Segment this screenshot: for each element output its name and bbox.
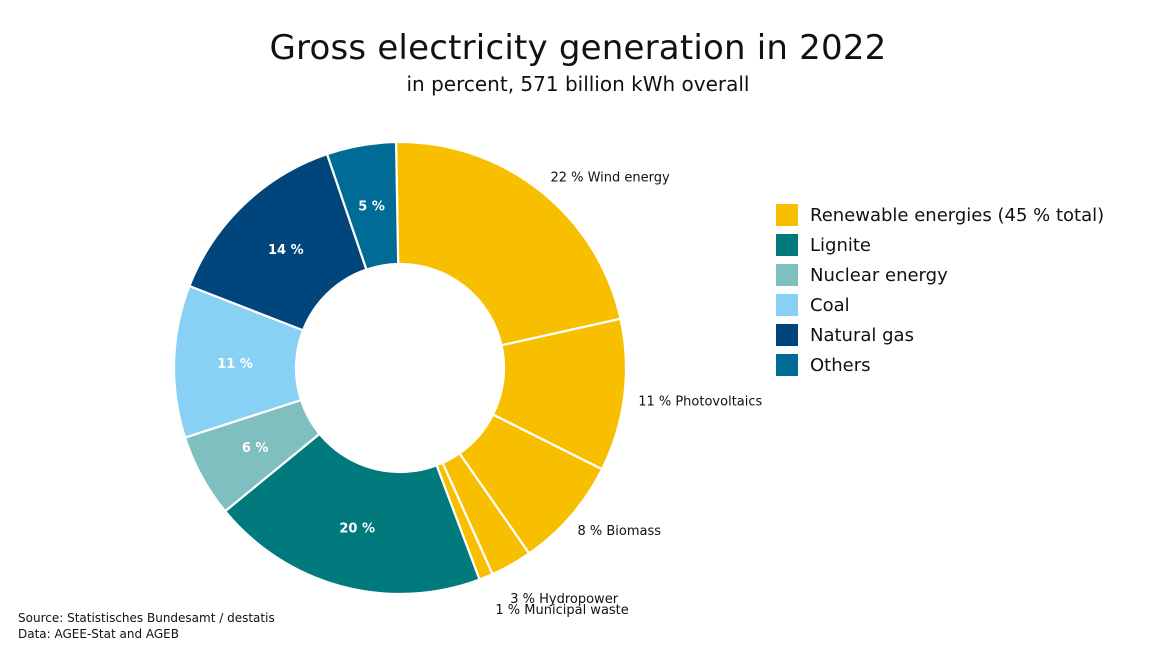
- legend-item-natural-gas: Natural gas: [776, 320, 1136, 350]
- legend-swatch-nuclear: [776, 264, 798, 286]
- legend-label-nuclear: Nuclear energy: [810, 264, 948, 286]
- legend-label-natural-gas: Natural gas: [810, 324, 914, 346]
- legend-item-others: Others: [776, 350, 1136, 380]
- donut-slice-8: [187, 152, 368, 332]
- chart-subtitle: in percent, 571 billion kWh overall: [406, 72, 750, 96]
- legend-label-lignite: Lignite: [810, 234, 871, 256]
- legend-item-lignite: Lignite: [776, 230, 1136, 260]
- slice-label-0: 22 % Wind energy: [550, 170, 670, 185]
- legend-item-renewable: Renewable energies (45 % total): [776, 200, 1136, 230]
- slice-label-3: 3 % Hydropower: [510, 592, 618, 607]
- legend-swatch-renewable: [776, 204, 798, 226]
- slice-label-8: 14 %: [268, 243, 304, 258]
- legend-item-coal: Coal: [776, 290, 1136, 320]
- slice-label-1: 11 % Photovoltaics: [638, 394, 762, 409]
- slice-label-4: 1 % Municipal waste: [495, 603, 628, 618]
- donut-slice-9: [325, 140, 400, 271]
- donut-slice-5: [223, 432, 481, 596]
- legend-item-nuclear: Nuclear energy: [776, 260, 1136, 290]
- chart-title: Gross electricity generation in 2022: [269, 28, 887, 68]
- legend-label-others: Others: [810, 354, 871, 376]
- slice-label-7: 11 %: [217, 357, 253, 372]
- legend-swatch-lignite: [776, 234, 798, 256]
- source-note: Source: Statistisches Bundesamt / destat…: [18, 610, 275, 642]
- legend-swatch-coal: [776, 294, 798, 316]
- slice-label-6: 6 %: [242, 441, 269, 456]
- slice-label-9: 5 %: [358, 199, 385, 214]
- legend-label-renewable: Renewable energies (45 % total): [810, 204, 1105, 226]
- legend-label-coal: Coal: [810, 294, 850, 316]
- source-line: Source: Statistisches Bundesamt / destat…: [18, 611, 275, 625]
- legend-swatch-others: [776, 354, 798, 376]
- legend: Renewable energies (45 % total) Lignite …: [776, 200, 1136, 380]
- slice-label-5: 20 %: [339, 521, 375, 536]
- slice-label-2: 8 % Biomass: [577, 524, 661, 539]
- donut-slice-0: [394, 140, 622, 347]
- legend-swatch-natural-gas: [776, 324, 798, 346]
- data-line: Data: AGEE-Stat and AGEB: [18, 627, 179, 641]
